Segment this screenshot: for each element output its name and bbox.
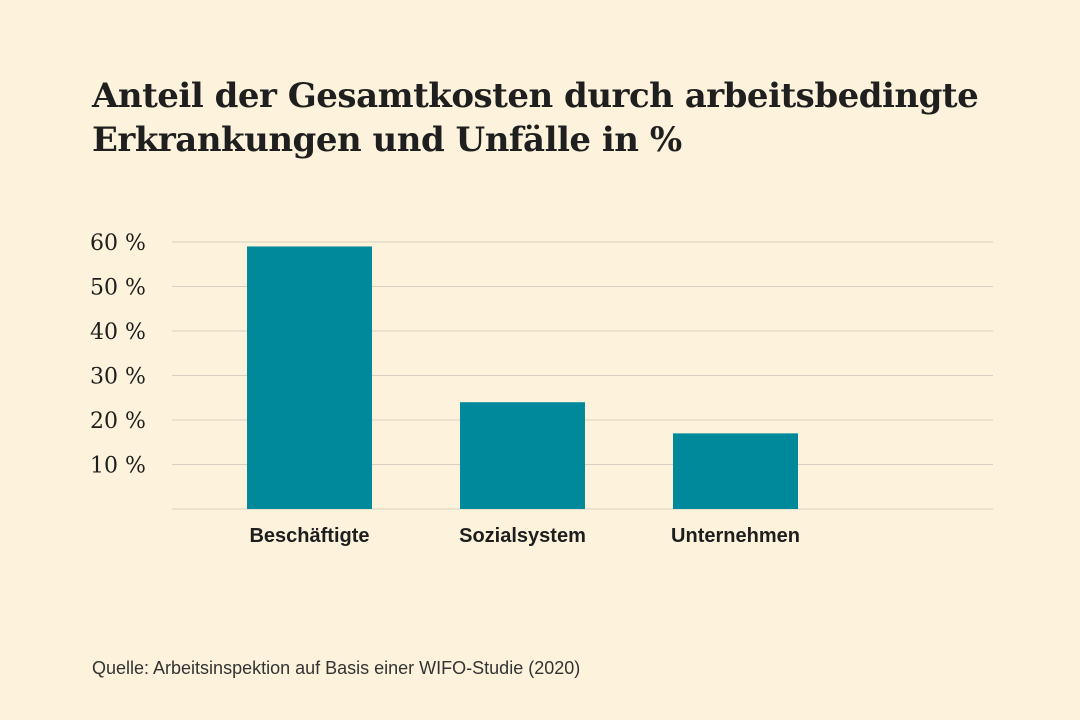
bar (247, 246, 372, 509)
y-tick-label: 60 % (90, 231, 146, 256)
bar (673, 433, 798, 509)
x-tick-label: Unternehmen (671, 525, 800, 547)
source-note: Quelle: Arbeitsinspektion auf Basis eine… (92, 658, 581, 678)
y-tick-label: 30 % (90, 365, 146, 390)
x-tick-label: Sozialsystem (459, 525, 586, 547)
y-tick-label: 50 % (90, 276, 146, 301)
x-axis-labels: Beschäftigte Sozialsystem Unternehmen (249, 525, 799, 547)
y-tick-label: 40 % (90, 320, 146, 345)
y-tick-label: 20 % (90, 409, 146, 434)
y-tick-label: 10 % (90, 454, 146, 479)
y-axis-ticks: 10 % 20 % 30 % 40 % 50 % 60 % (90, 231, 146, 479)
x-tick-label: Beschäftigte (249, 525, 369, 547)
chart-title: Anteil der Gesamtkosten durch arbeitsbed… (92, 76, 979, 160)
bars (247, 246, 798, 509)
bar (460, 402, 585, 509)
